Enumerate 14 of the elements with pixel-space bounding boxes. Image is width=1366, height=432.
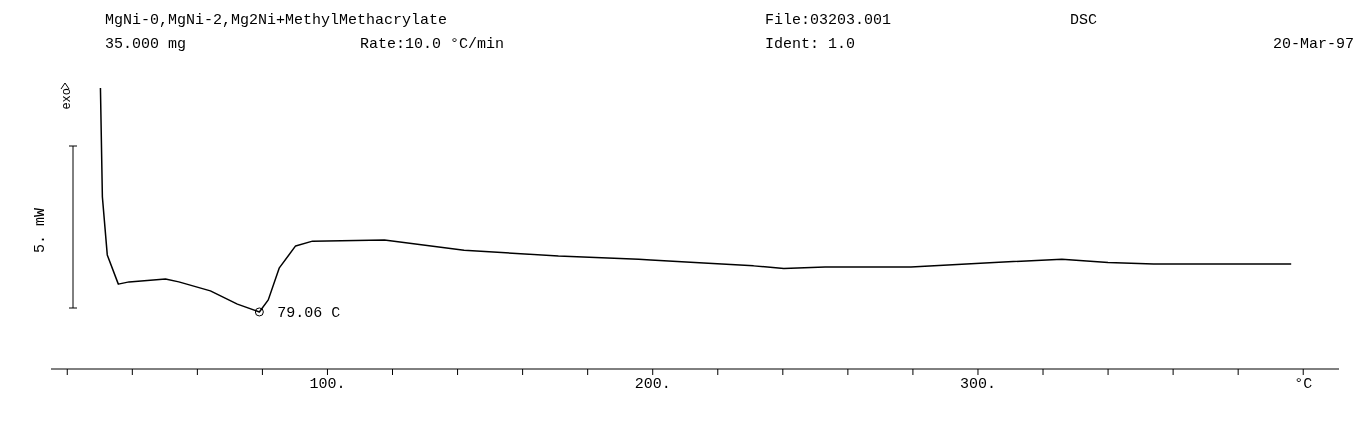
text: 35.000 mg	[105, 36, 187, 53]
x-tick-label: 300.	[959, 375, 996, 393]
text: Ident: 1.0	[765, 36, 856, 53]
text: Rate:10.0 °C/min	[360, 36, 505, 53]
chart-title: MgNi-0,MgNi-2,Mg2Ni+MethylMethacrylate	[105, 12, 448, 29]
y-axis-title: 5. mW	[32, 207, 50, 254]
text: 20-Mar-97	[1272, 36, 1354, 53]
text: DSC	[1070, 12, 1098, 29]
x-tick-label: °C	[1294, 375, 1313, 393]
x-tick-label: 100.	[309, 375, 346, 393]
x-tick-label: 200.	[634, 375, 671, 393]
annotation: 79.06 C	[277, 305, 341, 323]
text: File:03203.001	[765, 12, 892, 29]
annotation: exo	[60, 88, 74, 110]
